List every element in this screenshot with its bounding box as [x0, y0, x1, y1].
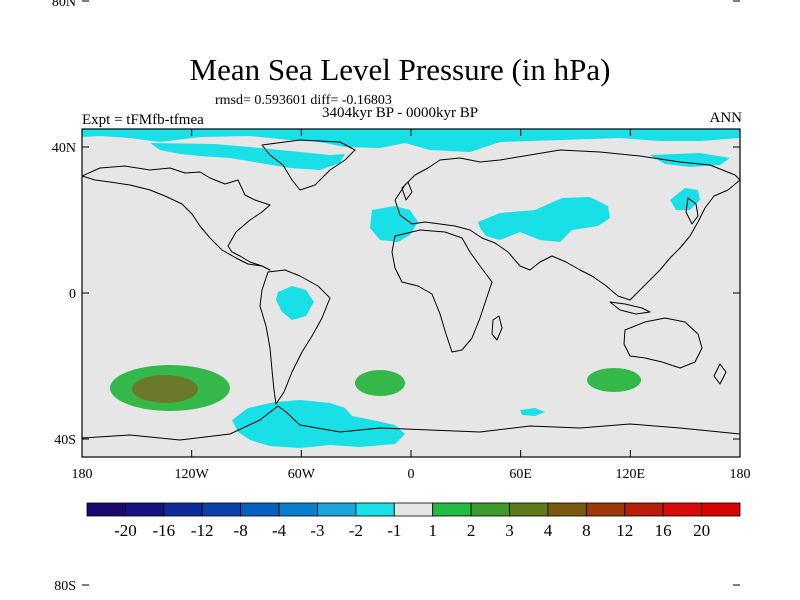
lat-label: 0: [69, 287, 76, 302]
colorbar-swatch: [701, 502, 741, 517]
colorbar-label: 16: [655, 521, 672, 540]
lat-label: 80S: [54, 579, 76, 594]
colorbar-label: -1: [387, 521, 401, 540]
colorbar-swatch: [547, 502, 587, 517]
colorbar-label: -20: [114, 521, 137, 540]
neg-anomaly-arctic: [82, 129, 740, 152]
neg-anomaly-japan: [670, 188, 700, 210]
lon-label: 180: [730, 467, 751, 482]
colorbar-label: -16: [152, 521, 175, 540]
coastline-antarctica: [82, 405, 740, 441]
neg-anomaly-southern-ocean: [232, 400, 405, 448]
colorbar-swatch: [317, 502, 357, 517]
colorbar-swatch: [355, 502, 395, 517]
colorbar-swatch: [624, 502, 664, 517]
lon-label: 60W: [288, 467, 316, 482]
season-label: ANN: [709, 110, 743, 126]
lat-label: 80N: [52, 0, 76, 10]
colorbar-swatch: [125, 502, 165, 517]
neg-anomaly-asia: [478, 197, 610, 242]
lon-label: 180: [72, 467, 93, 482]
colorbar: -20 -16 -12 -8 -4 -3 -2 -1 1 2 3 4 8 12 16 20: [86, 502, 741, 540]
colorbar-label: 8: [582, 521, 591, 540]
colorbar-label: 2: [467, 521, 476, 540]
longitude-axis: 180 120W 60W 0 60E 120E 180: [72, 129, 751, 482]
lon-label: 0: [408, 467, 415, 482]
colorbar-label: -4: [272, 521, 287, 540]
lon-label: 60E: [509, 467, 532, 482]
colorbar-label: -3: [310, 521, 324, 540]
colorbar-swatch: [662, 502, 702, 517]
lon-label: 120E: [616, 467, 646, 482]
colorbar-swatch: [86, 502, 126, 517]
colorbar-swatch: [393, 502, 434, 517]
coastline-eurasia: [394, 149, 740, 301]
colorbar-label: 1: [428, 521, 437, 540]
colorbar-swatch: [585, 502, 626, 517]
neg-anomaly-south-indian: [520, 408, 545, 416]
neg-anomaly-barents: [650, 153, 730, 167]
coastline-new-zealand: [713, 363, 727, 385]
colorbar-swatch: [163, 502, 203, 517]
colorbar-swatch: [240, 502, 280, 517]
colorbar-label: -8: [234, 521, 248, 540]
colorbar-label: 12: [616, 521, 633, 540]
anomaly-field: [82, 129, 740, 448]
coastline-south-america: [259, 269, 331, 405]
coastline-north-america: [82, 165, 271, 271]
coastline-british-isles: [401, 181, 413, 201]
pos-anomaly-south-atlantic: [355, 370, 405, 396]
colorbar-swatch: [432, 502, 472, 517]
colorbar-label: 4: [544, 521, 553, 540]
coastline-greenland: [261, 139, 356, 191]
lon-label: 120W: [175, 467, 210, 482]
stats-text: rmsd= 0.593601 diff= -0.16803: [215, 93, 392, 108]
colorbar-label: -2: [349, 521, 363, 540]
coastline-indonesia: [609, 301, 651, 315]
coastline-japan: [685, 197, 699, 225]
colorbar-label: 3: [505, 521, 514, 540]
pos-anomaly-south-pacific-core: [132, 375, 198, 403]
colorbar-label: 20: [693, 521, 710, 540]
experiment-label: Expt = tFMfb-tfmea: [82, 112, 204, 128]
latitude-axis: 80N 40N 0 40S 80S: [52, 0, 740, 594]
period-text: 3404kyr BP - 0000kyr BP: [322, 105, 479, 121]
lat-label: 40N: [52, 141, 76, 156]
colorbar-swatch: [509, 502, 549, 517]
neg-anomaly-greenland: [150, 143, 345, 170]
colorbar-swatch: [470, 502, 510, 517]
pos-anomaly-south-indian: [587, 368, 641, 392]
colorbar-label: -12: [191, 521, 214, 540]
coastline-madagascar: [491, 315, 503, 341]
coastline-africa: [391, 229, 493, 353]
neg-anomaly-amazon: [276, 286, 314, 320]
coastline-australia: [623, 317, 703, 369]
map-title: Mean Sea Level Pressure (in hPa): [189, 52, 611, 87]
colorbar-swatch: [201, 502, 242, 517]
coastlines: [82, 139, 740, 441]
lat-label: 40S: [54, 433, 76, 448]
colorbar-swatch: [278, 502, 318, 517]
